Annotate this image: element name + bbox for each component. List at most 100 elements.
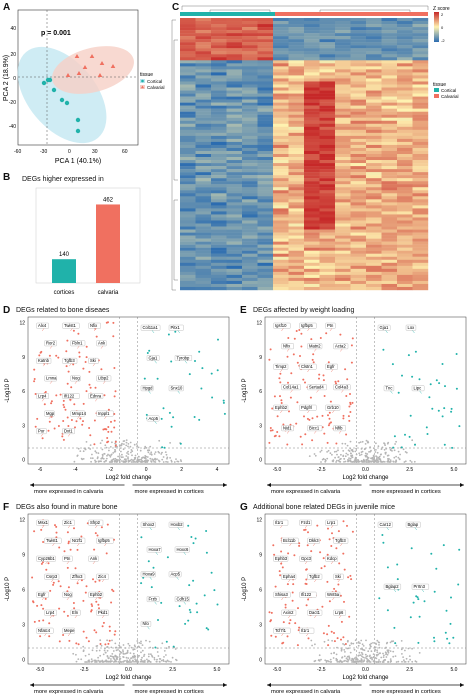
svg-text:Lipc: Lipc (414, 386, 422, 391)
gene-label: Acp5 (146, 415, 160, 424)
svg-text:Cortical: Cortical (147, 79, 162, 84)
svg-text:Ptn: Ptn (327, 323, 334, 328)
svg-text:-20: -20 (9, 100, 16, 106)
gene-label: Hoxa9 (140, 571, 156, 580)
gene-label: Tyrobp (174, 355, 192, 364)
gene-label: Tnc (383, 385, 395, 394)
gene-label: Hoxb2 (168, 521, 184, 531)
svg-text:Matn2: Matn2 (309, 344, 321, 349)
svg-text:-2: -2 (441, 38, 445, 43)
arrow-label-calvaria: more expressed in calvaria (34, 689, 104, 695)
tick-label: -2.5 (80, 667, 89, 673)
gene-label: Lmna (44, 375, 57, 384)
svg-text:Egfr: Egfr (38, 592, 46, 597)
svg-text:Twist1: Twist1 (64, 323, 77, 328)
tick-label: 6 (22, 588, 25, 594)
tick-label: 4 (216, 467, 219, 473)
gene-label: Msx1 (36, 519, 49, 529)
svg-text:Alx4: Alx4 (38, 323, 47, 328)
svg-text:Ltbp2: Ltbp2 (98, 376, 109, 381)
gene-label: Lrp1 (325, 519, 338, 529)
svg-text:Ank: Ank (98, 341, 106, 346)
svg-text:Cdh15: Cdh15 (177, 596, 190, 601)
gene-label: Ski (88, 357, 99, 367)
gene-label: Lrp4 (44, 609, 57, 619)
tick-label: 0.0 (362, 667, 369, 673)
tick-label: 6 (259, 588, 262, 594)
svg-text:Car12: Car12 (380, 522, 392, 527)
tick-label: 0 (22, 658, 25, 664)
svg-text:Nog: Nog (72, 376, 80, 381)
gene-label: Gja1 (146, 355, 160, 364)
gene-label: Snx10 (168, 385, 184, 394)
panel-letter: G (240, 502, 248, 513)
svg-text:Hoxa7: Hoxa7 (149, 547, 162, 552)
svg-text:Shox2: Shox2 (143, 522, 156, 527)
svg-text:Hoxb2: Hoxb2 (171, 522, 184, 527)
tick-label: 5.0 (451, 467, 458, 473)
gene-label: Igfbp5 (299, 322, 317, 332)
bar (96, 204, 120, 283)
tick-label: -5.0 (273, 467, 282, 473)
gene-label: Bglap2 (383, 583, 401, 593)
y-label: PCA 2 (18.9%) (3, 55, 10, 101)
gene-label: Ifi122 (299, 591, 317, 601)
tick-label: -2.5 (317, 667, 326, 673)
x-label: Log2 fold change (342, 475, 389, 481)
gene-label: Nlo (140, 621, 152, 630)
svg-text:Tgfb3: Tgfb3 (64, 358, 75, 363)
tick-label: 12 (19, 321, 25, 327)
gene-label: Ifi122 (62, 393, 80, 402)
svg-text:Zic1: Zic1 (64, 520, 73, 525)
gene-label: Egfr (36, 591, 49, 601)
svg-text:Ptn: Ptn (64, 556, 71, 561)
gene-label: Zic4 (96, 573, 109, 583)
svg-text:Tcf7l1: Tcf7l1 (275, 628, 287, 633)
svg-text:Dxt1: Dxt1 (64, 428, 73, 433)
tick-label: -2.5 (317, 467, 326, 473)
svg-text:Zic4: Zic4 (98, 574, 107, 579)
gene-label: Bcl11b (281, 537, 299, 547)
svg-text:Lrp4: Lrp4 (46, 610, 55, 615)
panel-title: DEGs higher expressed in (22, 176, 104, 183)
gene-label: Csrp3 (44, 573, 60, 583)
gene-label: Ltbp2 (96, 375, 112, 384)
svg-text:Snx10: Snx10 (171, 386, 184, 391)
gene-label: Por (36, 428, 47, 437)
arrow-label-cortices: more expressed in cortices (372, 489, 441, 495)
arrow-label-cortices: more expressed in cortices (135, 489, 204, 495)
panel-letter: B (3, 172, 11, 183)
gene-label: Nr2f1 (70, 537, 86, 547)
panel-b: B DEGs higher expressed in 140 462 cortic… (0, 170, 170, 300)
svg-text:Cyp26b1: Cyp26b1 (38, 556, 55, 561)
gene-label: Cyp26b1 (36, 555, 56, 565)
gene-label: Axin2 (281, 609, 297, 619)
arrow-label-cortices: more expressed in cortices (372, 689, 441, 695)
tick-label: 2 (180, 467, 183, 473)
gene-label: Tcf7l1 (273, 627, 291, 637)
gene-label: Wnt5a (325, 591, 341, 601)
panel-letter: E (240, 305, 247, 316)
bar-value-label: 140 (59, 252, 70, 258)
gene-label: Ptn (325, 322, 336, 332)
gene-label: Tgfb2 (307, 573, 323, 583)
gene-label: Dkk3 (307, 537, 320, 547)
svg-text:Bcl11b: Bcl11b (283, 538, 296, 543)
svg-text:Il1r1: Il1r1 (275, 520, 284, 525)
svg-text:Egfr: Egfr (327, 364, 335, 369)
svg-text:Lox: Lox (408, 325, 416, 330)
gene-label: Col11a1 (140, 324, 161, 334)
svg-text:-60: -60 (14, 149, 21, 155)
tick-label: 3 (259, 623, 262, 629)
svg-text:Nog: Nog (64, 592, 72, 597)
svg-text:Msx1: Msx1 (38, 520, 49, 525)
svg-text:Col4a3: Col4a3 (335, 385, 349, 390)
panel-title: DEGs also found in mature bone (16, 504, 118, 511)
svg-text:Timp2: Timp2 (275, 364, 287, 369)
svg-text:Eln: Eln (72, 610, 79, 615)
tick-label: 5.0 (214, 667, 221, 673)
svg-text:Igfbp5: Igfbp5 (301, 323, 313, 328)
calvarial-points (65, 54, 116, 77)
svg-text:60: 60 (122, 149, 128, 155)
bar-value-label: 462 (103, 197, 114, 203)
